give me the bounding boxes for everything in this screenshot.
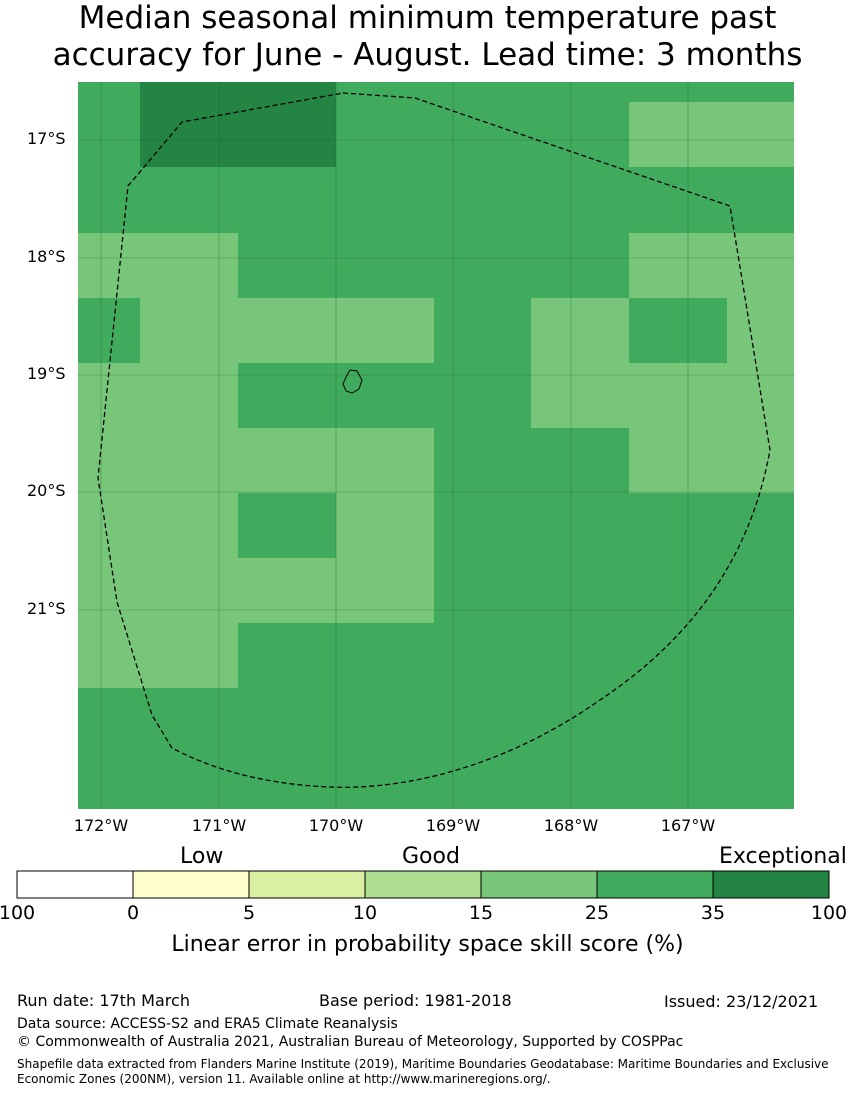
data-source: Data source: ACCESS-S2 and ERA5 Climate … — [17, 1016, 398, 1032]
colorbar-tick: 5 — [242, 902, 256, 924]
colorbar-segment — [480, 870, 598, 899]
title-line-1: Median seasonal minimum temperature past — [78, 0, 777, 36]
colorbar-tick: 25 — [584, 902, 610, 924]
colorbar — [16, 870, 830, 899]
gridlines — [78, 82, 794, 809]
cell-exceptional — [140, 82, 336, 167]
base-period: Base period: 1981-2018 — [319, 991, 512, 1010]
colorbar-tick: 100 — [810, 902, 848, 924]
lat-label: 21°S — [27, 599, 66, 618]
colorbar-tick: 15 — [468, 902, 494, 924]
lon-label: 169°W — [425, 816, 481, 835]
lat-label: 18°S — [27, 247, 66, 266]
colorbar-tick: 35 — [700, 902, 726, 924]
colorbar-segment — [16, 870, 134, 899]
category-exceptional: Exceptional — [719, 844, 847, 869]
category-good: Good — [402, 844, 460, 869]
colorbar-tick: 0 — [126, 902, 140, 924]
island-outline — [342, 369, 363, 394]
map-title: Median seasonal minimum temperature past… — [0, 0, 855, 74]
colorbar-segment — [712, 870, 830, 899]
lon-label: 172°W — [73, 816, 129, 835]
eez-boundary — [97, 92, 771, 788]
shapefile-credit: Shapefile data extracted from Flanders M… — [17, 1057, 829, 1086]
lat-label: 19°S — [27, 364, 66, 383]
colorbar-tick: 10 — [352, 902, 378, 924]
run-date: Run date: 17th March — [17, 991, 190, 1010]
colorbar-segment — [364, 870, 482, 899]
colorbar-segment — [132, 870, 250, 899]
lat-label: 17°S — [27, 129, 66, 148]
lon-label: 168°W — [543, 816, 599, 835]
category-low: Low — [180, 844, 224, 869]
colorbar-label: Linear error in probability space skill … — [171, 932, 684, 957]
copyright-notice: © Commonwealth of Australia 2021, Austra… — [17, 1034, 684, 1050]
title-line-2: accuracy for June - August. Lead time: 3… — [52, 37, 803, 73]
lon-label: 170°W — [308, 816, 364, 835]
lat-label: 20°S — [27, 481, 66, 500]
colorbar-segment — [596, 870, 714, 899]
issued-date: Issued: 23/12/2021 — [664, 992, 819, 1011]
colorbar-segment — [248, 870, 366, 899]
lon-label: 167°W — [660, 816, 716, 835]
colorbar-tick: 100 — [0, 902, 36, 924]
cells-good — [78, 102, 794, 688]
lon-label: 171°W — [191, 816, 247, 835]
